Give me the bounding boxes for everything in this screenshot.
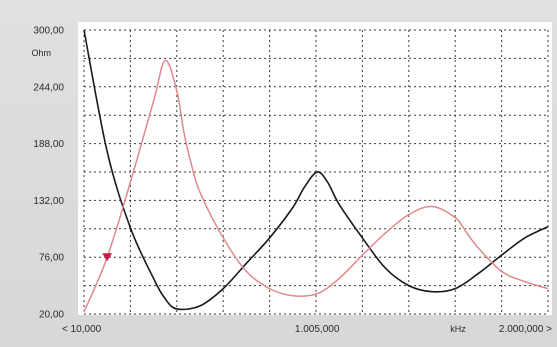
series-layer [83, 29, 549, 313]
x-tick-label: 2.000,000 > [499, 324, 552, 335]
y-tick-label: 188,00 [33, 139, 64, 150]
x-tick-label: 1.005,000 [295, 324, 340, 335]
y-tick-label: 244,00 [33, 82, 64, 93]
marker-icon [102, 253, 113, 262]
label-layer: 300,00 244,00 188,00 132,00 76,00 20,00 Ohm < 1… [31, 26, 552, 336]
y-tick-label: 76,00 [39, 253, 64, 264]
y-tick-label: 20,00 [39, 310, 64, 321]
marker-layer [102, 253, 113, 262]
series-line-1 [83, 29, 549, 311]
y-axis-unit-label: Ohm [31, 48, 51, 58]
series-line-2 [83, 59, 549, 313]
x-tick-label: < 10,000 [62, 324, 102, 335]
y-tick-label: 300,00 [33, 26, 64, 37]
y-tick-label: 132,00 [33, 196, 64, 207]
x-axis-unit-label: kHz [450, 324, 466, 334]
plot-area [78, 22, 552, 315]
